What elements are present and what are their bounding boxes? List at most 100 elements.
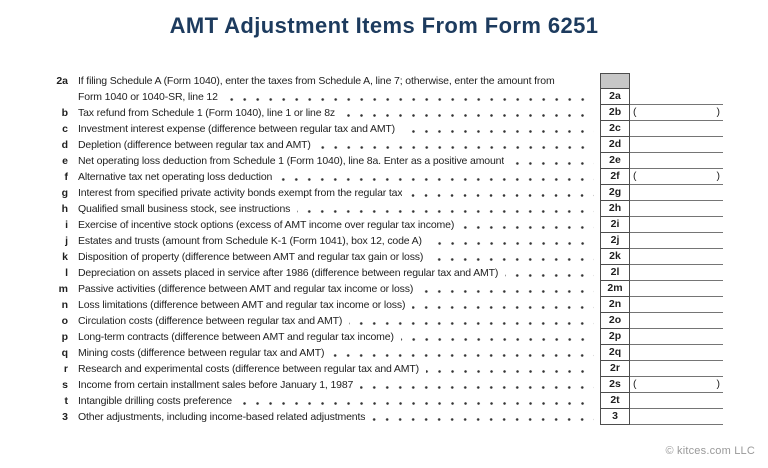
amount-field[interactable] [630, 361, 723, 377]
amount-field[interactable] [630, 137, 723, 153]
amount-field[interactable] [630, 265, 723, 281]
amount-field[interactable] [630, 297, 723, 313]
description-text: Depreciation on assets placed in service… [78, 267, 499, 279]
amount-field[interactable]: () [630, 105, 723, 121]
row-number: k [62, 251, 68, 263]
row-number: b [61, 107, 68, 119]
row-description: Passive activities (difference between A… [78, 281, 600, 297]
label-column: 2m [600, 281, 630, 297]
row-description: Intangible drilling costs preference [78, 393, 600, 409]
dot-leader [428, 242, 594, 246]
amount-column [630, 201, 723, 217]
label-column: 2f [600, 169, 630, 185]
dot-leader [412, 306, 594, 310]
description-text: Tax refund from Schedule 1 (Form 1040), … [78, 107, 335, 119]
amount-field[interactable] [630, 345, 723, 361]
description-text: Qualified small business stock, see inst… [78, 203, 291, 215]
label-column: 2l [600, 265, 630, 281]
label-column: 2q [600, 345, 630, 361]
description-text: Passive activities (difference between A… [78, 283, 414, 295]
description-line: Form 1040 or 1040-SR, line 12 [78, 89, 600, 105]
amount-field[interactable]: () [630, 377, 723, 393]
label-column: 2j [600, 233, 630, 249]
dot-leader [430, 258, 594, 262]
form-rows: 2a If filing Schedule A (Form 1040), ente… [38, 73, 723, 425]
row-number: n [61, 299, 68, 311]
amount-field[interactable] [630, 409, 723, 425]
form-row: l Depreciation on assets placed in servic… [38, 265, 723, 281]
line-label-box: 2o [600, 313, 630, 329]
amount-field[interactable] [630, 281, 723, 297]
amount-field[interactable] [630, 233, 723, 249]
description-text: Mining costs (difference between regular… [78, 347, 325, 359]
row-number: l [65, 267, 68, 279]
row-number: t [64, 395, 69, 407]
description-line: Depletion (difference between regular ta… [78, 137, 600, 153]
row-number: h [61, 203, 68, 215]
row-number: g [61, 187, 68, 199]
amount-field[interactable] [630, 89, 723, 105]
description-line: Circulation costs (difference between re… [78, 313, 600, 329]
dot-leader [425, 370, 594, 374]
description-text: Depletion (difference between regular ta… [78, 139, 311, 151]
line-label-box: 2r [600, 361, 630, 377]
amount-column [630, 345, 723, 361]
shaded-cell [600, 73, 630, 89]
description-text: Research and experimental costs (differe… [78, 363, 419, 375]
label-column: 2r [600, 361, 630, 377]
amount-field[interactable] [630, 249, 723, 265]
description-text: Estates and trusts (amount from Schedule… [78, 235, 422, 247]
line-label-box: 2f [600, 169, 630, 185]
line-label-box: 2n [600, 297, 630, 313]
amount-field[interactable] [630, 153, 723, 169]
description-text: Other adjustments, including income-base… [78, 411, 366, 423]
row-description: Net operating loss deduction from Schedu… [78, 153, 600, 169]
form-row: c Investment interest expense (difference… [38, 121, 723, 137]
row-description: Alternative tax net operating loss deduc… [78, 169, 600, 185]
line-label-box: 3 [600, 409, 630, 425]
line-label-box: 2t [600, 393, 630, 409]
description-line: Research and experimental costs (differe… [78, 361, 600, 377]
line-label-box: 2l [600, 265, 630, 281]
dot-leader [400, 338, 594, 342]
dot-leader [402, 130, 594, 134]
description-line: Investment interest expense (difference … [78, 121, 600, 137]
form-row: g Interest from specified private activit… [38, 185, 723, 201]
description-line: Depreciation on assets placed in service… [78, 265, 600, 281]
open-paren: ( [633, 378, 637, 390]
form-row: 2a If filing Schedule A (Form 1040), ente… [38, 73, 723, 105]
amount-field[interactable] [630, 121, 723, 137]
dot-leader [360, 386, 594, 390]
amount-column [630, 121, 723, 137]
description-line: If filing Schedule A (Form 1040), enter … [78, 73, 600, 89]
amount-field[interactable] [630, 329, 723, 345]
description-text: Alternative tax net operating loss deduc… [78, 171, 273, 183]
amount-column [630, 233, 723, 249]
dot-leader [297, 210, 594, 214]
row-description: Income from certain installment sales be… [78, 377, 600, 393]
description-line: Tax refund from Schedule 1 (Form 1040), … [78, 105, 600, 121]
amount-column: () [630, 105, 723, 121]
amount-column [630, 73, 723, 105]
amount-field[interactable] [630, 217, 723, 233]
dot-leader [505, 274, 594, 278]
amount-field[interactable] [630, 201, 723, 217]
form-row: d Depletion (difference between regular t… [38, 137, 723, 153]
row-number: e [62, 155, 68, 167]
row-number: f [64, 171, 69, 183]
amount-field[interactable] [630, 393, 723, 409]
amount-field[interactable]: () [630, 169, 723, 185]
amount-field[interactable] [630, 185, 723, 201]
open-paren: ( [633, 106, 637, 118]
description-line: Loss limitations (difference between AMT… [78, 297, 600, 313]
description-line: Estates and trusts (amount from Schedule… [78, 233, 600, 249]
description-text: Disposition of property (difference betw… [78, 251, 424, 263]
description-line: Alternative tax net operating loss deduc… [78, 169, 600, 185]
label-column: 2t [600, 393, 630, 409]
amount-field[interactable] [630, 313, 723, 329]
row-number: j [65, 235, 68, 247]
amount-column [630, 313, 723, 329]
row-description: Loss limitations (difference between AMT… [78, 297, 600, 313]
amount-column [630, 153, 723, 169]
